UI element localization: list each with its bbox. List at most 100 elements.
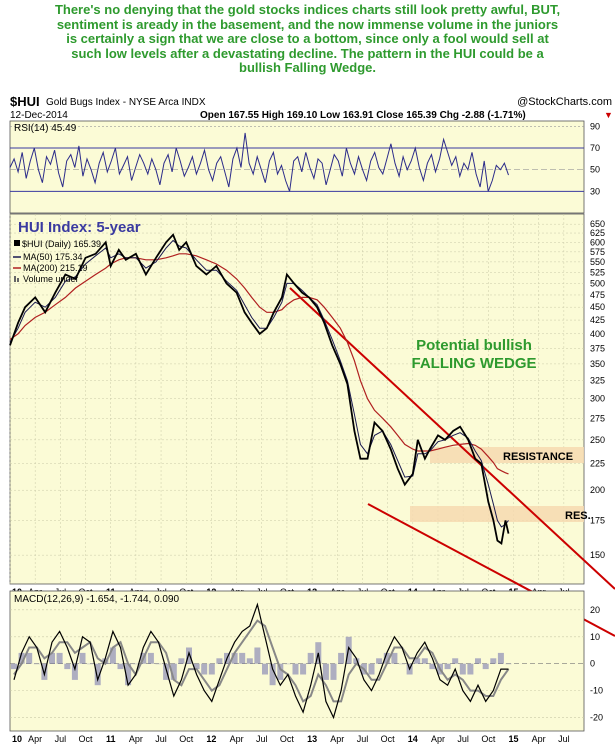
macd-tick-0: 0 bbox=[590, 659, 595, 669]
price-tick-275: 275 bbox=[590, 413, 605, 423]
header-date: 12-Dec-2014 bbox=[10, 110, 68, 121]
legend-swatch-volume-2 bbox=[17, 278, 19, 282]
rsi-tick-30: 30 bbox=[590, 186, 600, 196]
macd-xlabel-20: 15 bbox=[509, 734, 519, 744]
legend-ma50: MA(50) 175.34 bbox=[23, 252, 83, 262]
macd-x-axis: 10 Apr Jul Oct 11 Apr Jul Oct 12 Apr Jul Oct 13 Apr Ju… bbox=[12, 734, 570, 744]
macd-hist-bar-15 bbox=[125, 663, 132, 686]
macd-tick--20: -20 bbox=[590, 713, 603, 723]
macd-hist-bar-32 bbox=[254, 647, 261, 664]
macd-hist-bar-43 bbox=[338, 652, 345, 664]
price-tick-300: 300 bbox=[590, 394, 605, 404]
macd-signal-line bbox=[13, 619, 510, 703]
legend-swatch-volume bbox=[14, 276, 16, 282]
rsi-tick-50: 50 bbox=[590, 165, 600, 175]
price-tick-375: 375 bbox=[590, 343, 605, 353]
macd-xlabel-14: Jul bbox=[357, 734, 369, 744]
macd-hist-bar-37 bbox=[292, 663, 299, 675]
macd-hist-bar-64 bbox=[497, 652, 504, 664]
price-tick-350: 350 bbox=[590, 359, 605, 369]
hui-chart: $HUI Gold Bugs Index - NYSE Arca INDX @S… bbox=[9, 94, 615, 744]
macd-hist-bar-33 bbox=[262, 663, 268, 675]
macd-hist-bar-27 bbox=[216, 658, 223, 664]
wedge-label-2: FALLING WEDGE bbox=[412, 355, 537, 372]
macd-xlabel-6: Jul bbox=[155, 734, 167, 744]
macd-xlabel-19: Oct bbox=[481, 734, 496, 744]
rsi-panel bbox=[9, 120, 585, 214]
macd-hist-bar-9 bbox=[79, 652, 86, 664]
price-panel bbox=[9, 213, 585, 585]
macd-hist-bar-59 bbox=[459, 663, 466, 675]
caption-line-4: such low levels after a devastating decl… bbox=[71, 45, 544, 61]
price-tick-475: 475 bbox=[590, 290, 605, 300]
price-tick-175: 175 bbox=[590, 515, 605, 525]
macd-tick--10: -10 bbox=[590, 686, 603, 696]
macd-xlabel-9: Apr bbox=[230, 734, 244, 744]
macd-hist-bar-20 bbox=[163, 663, 170, 680]
caption-line-3: is certainly a sign that we are close to… bbox=[66, 31, 549, 47]
price-tick-400: 400 bbox=[590, 329, 605, 339]
res-band bbox=[410, 506, 584, 522]
chart-caption: There's no denying that the gold stocks … bbox=[0, 0, 615, 92]
macd-hist-bar-21 bbox=[170, 663, 177, 680]
price-tick-550: 550 bbox=[590, 257, 605, 267]
macd-xlabel-7: Oct bbox=[179, 734, 194, 744]
wedge-label-1: Potential bullish bbox=[416, 337, 532, 354]
price-legend: $HUI (Daily) 165.39 MA(50) 175.34 MA(200… bbox=[13, 239, 101, 284]
macd-hist-bar-14 bbox=[117, 663, 124, 670]
macd-hist-bar-42 bbox=[330, 663, 337, 680]
rsi-tick-70: 70 bbox=[590, 143, 600, 153]
price-tick-450: 450 bbox=[590, 302, 605, 312]
macd-hist-bar-11 bbox=[94, 663, 101, 686]
macd-xlabel-5: Apr bbox=[129, 734, 143, 744]
macd-hist-bar-29 bbox=[231, 652, 238, 664]
resistance-label: RESISTANCE bbox=[503, 451, 573, 463]
header-source: @StockCharts.com bbox=[517, 96, 612, 108]
macd-hist-bar-18 bbox=[147, 652, 154, 664]
macd-hist-bar-41 bbox=[322, 663, 329, 680]
macd-hist-bar-2 bbox=[26, 652, 33, 664]
macd-hist-bar-26 bbox=[208, 663, 215, 675]
price-tick-525: 525 bbox=[590, 267, 605, 277]
macd-xlabel-2: Jul bbox=[55, 734, 67, 744]
price-tick-625: 625 bbox=[590, 228, 605, 238]
macd-xlabel-4: 11 bbox=[106, 734, 116, 744]
macd-hist-bar-39 bbox=[307, 652, 314, 664]
macd-hist-bar-0 bbox=[11, 663, 17, 670]
price-tick-425: 425 bbox=[590, 315, 605, 325]
rsi-line bbox=[9, 132, 509, 192]
macd-xlabel-11: Oct bbox=[280, 734, 295, 744]
rsi-label: RSI(14) 45.49 bbox=[14, 123, 77, 134]
caption-line-2: sentiment is aready in the basement, and… bbox=[56, 16, 559, 32]
price-tick-150: 150 bbox=[590, 550, 605, 560]
price-line bbox=[9, 233, 510, 545]
macd-xlabel-13: Apr bbox=[330, 734, 344, 744]
header-name: Gold Bugs Index - NYSE Arca INDX bbox=[46, 97, 206, 108]
legend-swatch-hui bbox=[14, 240, 20, 246]
macd-hist-bar-62 bbox=[482, 663, 489, 670]
macd-tick-20: 20 bbox=[590, 605, 600, 615]
macd-hist-bar-22 bbox=[178, 658, 185, 664]
resistance-bands bbox=[410, 447, 584, 522]
macd-xlabel-18: Jul bbox=[457, 734, 469, 744]
macd-hist-bar-65 bbox=[505, 663, 512, 665]
macd-hist-bar-10 bbox=[87, 663, 94, 665]
price-tick-250: 250 bbox=[590, 435, 605, 445]
header-ohlc-arrow: ▼ bbox=[604, 110, 613, 120]
macd-hist-bar-60 bbox=[467, 663, 474, 675]
wedge-upper-line bbox=[289, 287, 615, 590]
rsi-y-axis: 90 70 50 30 bbox=[590, 121, 600, 196]
macd-hist-bar-48 bbox=[376, 658, 383, 664]
macd-xlabel-16: 14 bbox=[408, 734, 418, 744]
macd-hist-bar-24 bbox=[193, 663, 200, 670]
resistance-band bbox=[430, 447, 584, 463]
legend-ma200: MA(200) 215.19 bbox=[23, 263, 88, 273]
caption-line-1: There's no denying that the gold stocks … bbox=[54, 2, 561, 17]
macd-hist-bar-38 bbox=[300, 663, 307, 675]
legend-hui: $HUI (Daily) 165.39 bbox=[22, 239, 101, 249]
macd-hist-bar-5 bbox=[49, 652, 55, 664]
price-tick-325: 325 bbox=[590, 376, 605, 386]
macd-hist-bar-51 bbox=[399, 663, 405, 665]
macd-hist-bar-55 bbox=[429, 663, 436, 670]
